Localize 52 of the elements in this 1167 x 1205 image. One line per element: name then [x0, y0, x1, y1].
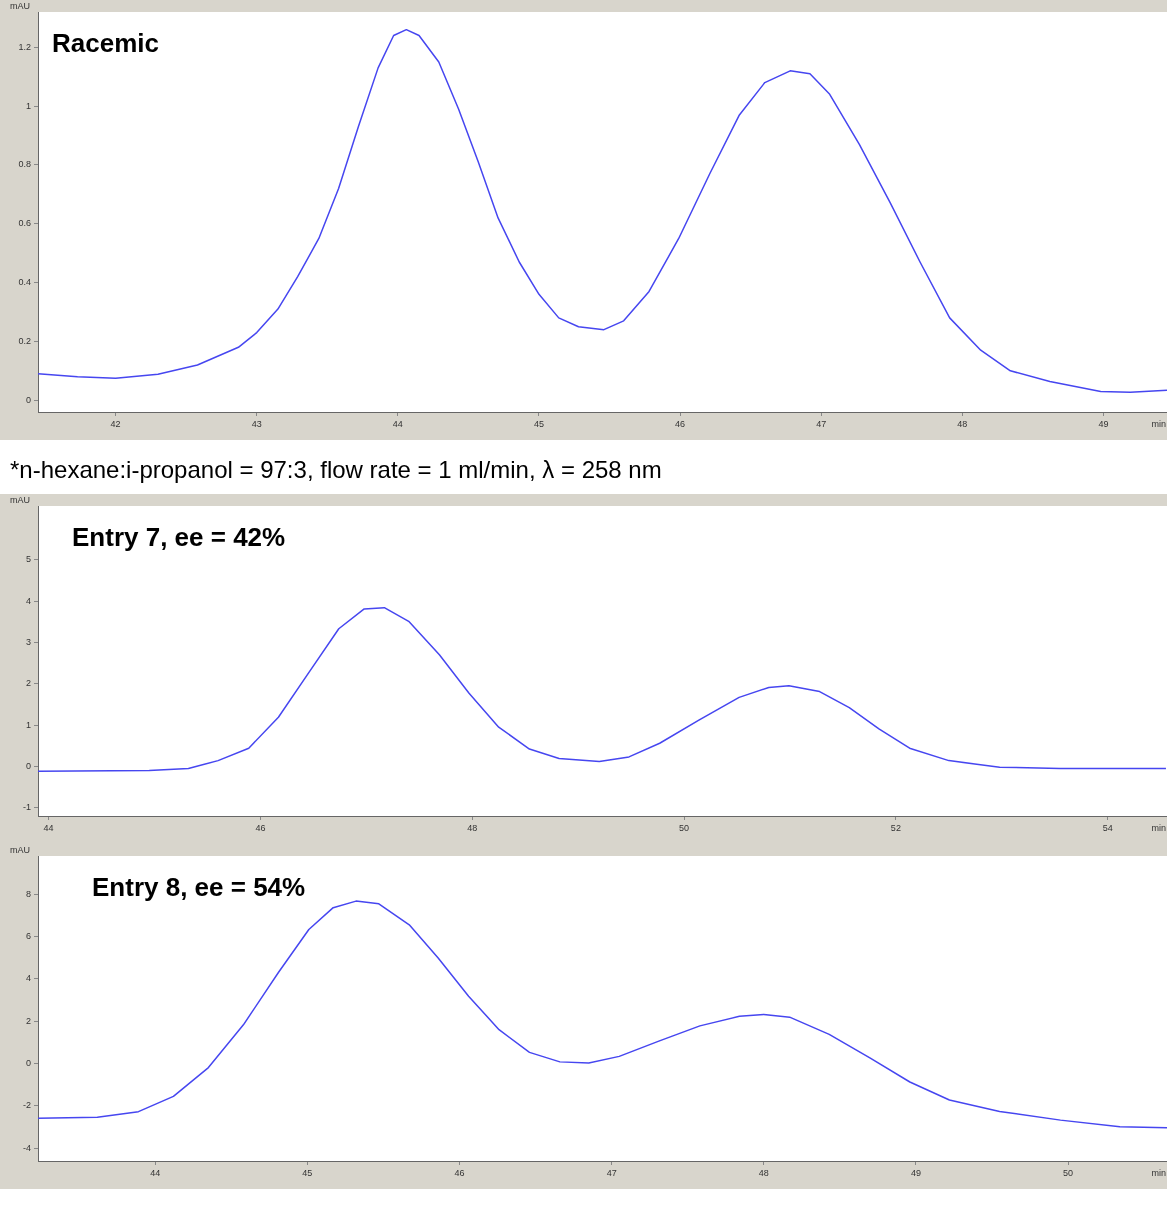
x-tick-label: 44 [392, 418, 403, 429]
x-axis-title: min [1151, 822, 1166, 833]
y-tick-label: -1 [22, 802, 31, 813]
y-tick-label: 6 [25, 930, 31, 941]
y-tick-label: 0 [25, 1058, 31, 1069]
x-tick-label: 43 [251, 418, 262, 429]
y-tick-label: 0.6 [18, 218, 31, 229]
y-tick-label: 4 [25, 595, 31, 606]
x-tick-label: 44 [43, 822, 54, 833]
x-tick-label: 46 [454, 1167, 465, 1178]
x-tick-label: 45 [302, 1167, 313, 1178]
x-tick-label: 48 [957, 418, 968, 429]
y-tick-label: -4 [22, 1142, 31, 1153]
y-tick-label: 2 [25, 1015, 31, 1026]
x-tick-label: 50 [1063, 1167, 1074, 1178]
x-tick-label: 44 [150, 1167, 161, 1178]
y-tick-label: 0.4 [18, 277, 31, 288]
x-tick-label: 49 [910, 1167, 921, 1178]
y-tick-label: 1 [25, 100, 31, 111]
y-tick-label: 2 [25, 678, 31, 689]
y-axis-title: mAU [10, 844, 30, 855]
x-axis-title: min [1151, 418, 1166, 429]
text: Entry 8, ee = 54% [92, 872, 306, 903]
y-tick-label: 4 [25, 973, 31, 984]
y-tick-label: 8 [25, 888, 31, 899]
y-tick-label: 1.2 [18, 41, 31, 52]
x-tick-label: 48 [758, 1167, 769, 1178]
x-tick-label: 47 [816, 418, 827, 429]
y-tick-label: 3 [25, 636, 31, 647]
y-axis-title: mAU [10, 494, 30, 505]
text: Entry 7, ee = 42% [72, 522, 286, 553]
x-tick-label: 47 [606, 1167, 617, 1178]
y-axis-title: mAU [10, 0, 30, 11]
x-tick-label: 46 [675, 418, 686, 429]
x-tick-label: 52 [890, 822, 901, 833]
x-tick-label: 46 [255, 822, 266, 833]
x-tick-label: 49 [1098, 418, 1109, 429]
y-tick-label: 0.2 [18, 335, 31, 346]
x-tick-label: 54 [1102, 822, 1113, 833]
y-tick-label: 1 [25, 719, 31, 730]
x-axis-title: min [1151, 1167, 1166, 1178]
y-tick-label: 0 [25, 760, 31, 771]
x-tick-label: 48 [467, 822, 478, 833]
y-tick-label: 0.8 [18, 159, 31, 170]
y-tick-label: 5 [25, 554, 31, 565]
y-tick-label: -2 [22, 1100, 31, 1111]
x-tick-label: 50 [679, 822, 690, 833]
x-tick-label: 45 [533, 418, 544, 429]
y-tick-label: 0 [25, 394, 31, 405]
text: *n-hexane:i-propanol = 97:3, flow rate = 1 ml/min, λ = 258 nm [9, 455, 663, 485]
text: Racemic [52, 28, 159, 59]
x-tick-label: 42 [110, 418, 121, 429]
